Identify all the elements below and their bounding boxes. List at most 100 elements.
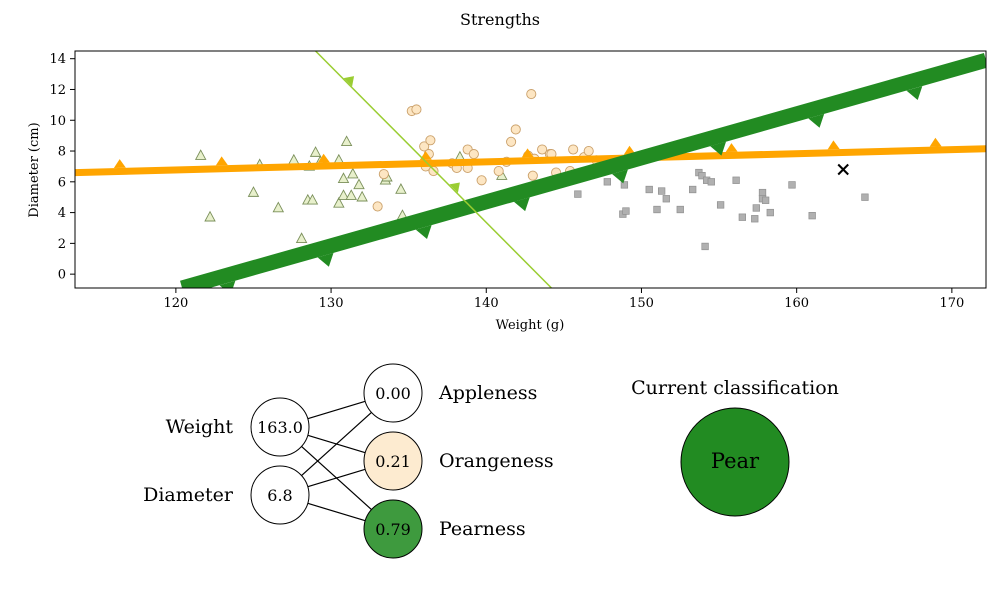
apple-point <box>347 167 359 179</box>
orange-point <box>526 89 537 100</box>
pear-point <box>620 181 629 189</box>
orange-point <box>527 170 538 181</box>
input-node-diameter <box>250 465 310 525</box>
orange-point <box>476 175 487 186</box>
apple-boundary-arrow <box>343 76 355 87</box>
apple-point <box>395 183 407 194</box>
output-value-pearness: 0.79 <box>375 520 411 539</box>
pear-point <box>761 196 770 204</box>
apple-point <box>353 178 365 190</box>
axes: 120 130 140 150 160 170 0 2 4 6 8 10 12 14 <box>49 52 964 311</box>
decision-boundaries <box>75 51 986 288</box>
orange-point <box>419 141 430 152</box>
apple-point <box>288 153 300 165</box>
x-tick-label: 120 <box>163 296 188 311</box>
pear-boundary-arrow <box>513 197 530 212</box>
pear-point <box>653 205 661 214</box>
apple-boundary-line <box>315 51 552 288</box>
output-node-appleness <box>363 363 423 423</box>
orange-point <box>378 169 389 180</box>
plot-frame <box>74 50 987 289</box>
y-tick-label: 14 <box>49 52 66 67</box>
output-node-orangeness <box>363 431 423 491</box>
orange-point <box>428 165 439 177</box>
pear-boundary-arrow <box>612 169 628 184</box>
output-value-orangeness: 0.21 <box>375 452 411 471</box>
pear-boundary-arrow <box>317 252 334 267</box>
apple-point <box>345 189 358 200</box>
orange-point <box>568 144 579 155</box>
pear-point <box>662 195 670 203</box>
pear-point <box>732 176 740 184</box>
orange-boundary-arrow <box>827 140 840 150</box>
pear-point <box>676 205 684 214</box>
x-tick-label: 170 <box>939 296 964 311</box>
x-axis-label: Weight (g) <box>496 318 565 333</box>
network-edge <box>307 400 366 420</box>
output-label-pearness: Pearness <box>439 518 526 540</box>
pear-point <box>788 181 796 189</box>
orange-boundary-arrow <box>521 148 534 158</box>
input-label-weight: Weight <box>166 416 234 438</box>
orange-boundary-arrow <box>929 137 942 147</box>
network-edge <box>307 502 366 522</box>
pear-point <box>698 172 706 180</box>
x-tick-label: 160 <box>784 296 809 311</box>
pear-point <box>861 193 869 201</box>
pear-point <box>657 187 666 195</box>
output-label-appleness: Appleness <box>438 382 537 404</box>
y-tick-label: 6 <box>58 175 66 190</box>
pear-point <box>751 215 759 223</box>
orange-point <box>372 201 383 212</box>
apple-point <box>295 232 308 244</box>
apple-point <box>340 135 353 147</box>
pear-point <box>716 201 725 209</box>
apple-point <box>337 189 350 200</box>
pear-boundary-line <box>180 53 986 288</box>
y-tick-label: 2 <box>58 237 66 252</box>
y-tick-label: 10 <box>49 114 66 129</box>
network-edge <box>301 411 372 477</box>
pear-boundary-arrow <box>808 113 825 128</box>
orange-boundary-arrow <box>317 153 330 163</box>
query-marker-layer <box>837 163 849 176</box>
orange-point <box>506 136 517 147</box>
output-node-pearness <box>363 499 423 559</box>
pear-boundary-arrow <box>415 225 432 239</box>
orange-point <box>493 165 504 177</box>
query-marker-stroke <box>837 163 849 176</box>
input-value-diameter: 6.8 <box>267 486 292 505</box>
output-label-orangeness: Orangeness <box>439 450 554 472</box>
orange-boundary-arrow <box>725 143 738 153</box>
apple-point <box>247 186 260 197</box>
y-tick-label: 8 <box>58 145 66 160</box>
classification-circle <box>680 407 790 517</box>
apple-point <box>194 149 207 160</box>
pear-point <box>707 178 715 186</box>
pear-point <box>752 204 760 212</box>
pear-boundary-arrow <box>219 280 236 288</box>
classification-label: Pear <box>711 449 760 473</box>
pear-point <box>766 208 774 217</box>
pear-point <box>701 242 709 251</box>
apple-point <box>204 210 216 222</box>
y-tick-label: 4 <box>58 206 66 221</box>
x-tick-label: 130 <box>319 296 344 311</box>
apple-boundary-arrow <box>449 182 460 193</box>
apple-point <box>337 172 350 183</box>
pear-boundary-arrow <box>906 86 923 100</box>
network-edges <box>301 400 372 522</box>
orange-point <box>425 135 436 146</box>
orange-boundary-arrow <box>113 159 126 169</box>
output-value-appleness: 0.00 <box>375 384 411 403</box>
network-edge <box>307 468 366 488</box>
classification-title: Current classification <box>631 377 839 399</box>
query-point-marker <box>837 163 849 176</box>
input-label-diameter: Diameter <box>143 484 234 506</box>
pear-point <box>622 207 630 215</box>
apple-point <box>356 190 368 202</box>
pear-point <box>808 212 816 220</box>
x-tick-label: 140 <box>474 296 499 311</box>
